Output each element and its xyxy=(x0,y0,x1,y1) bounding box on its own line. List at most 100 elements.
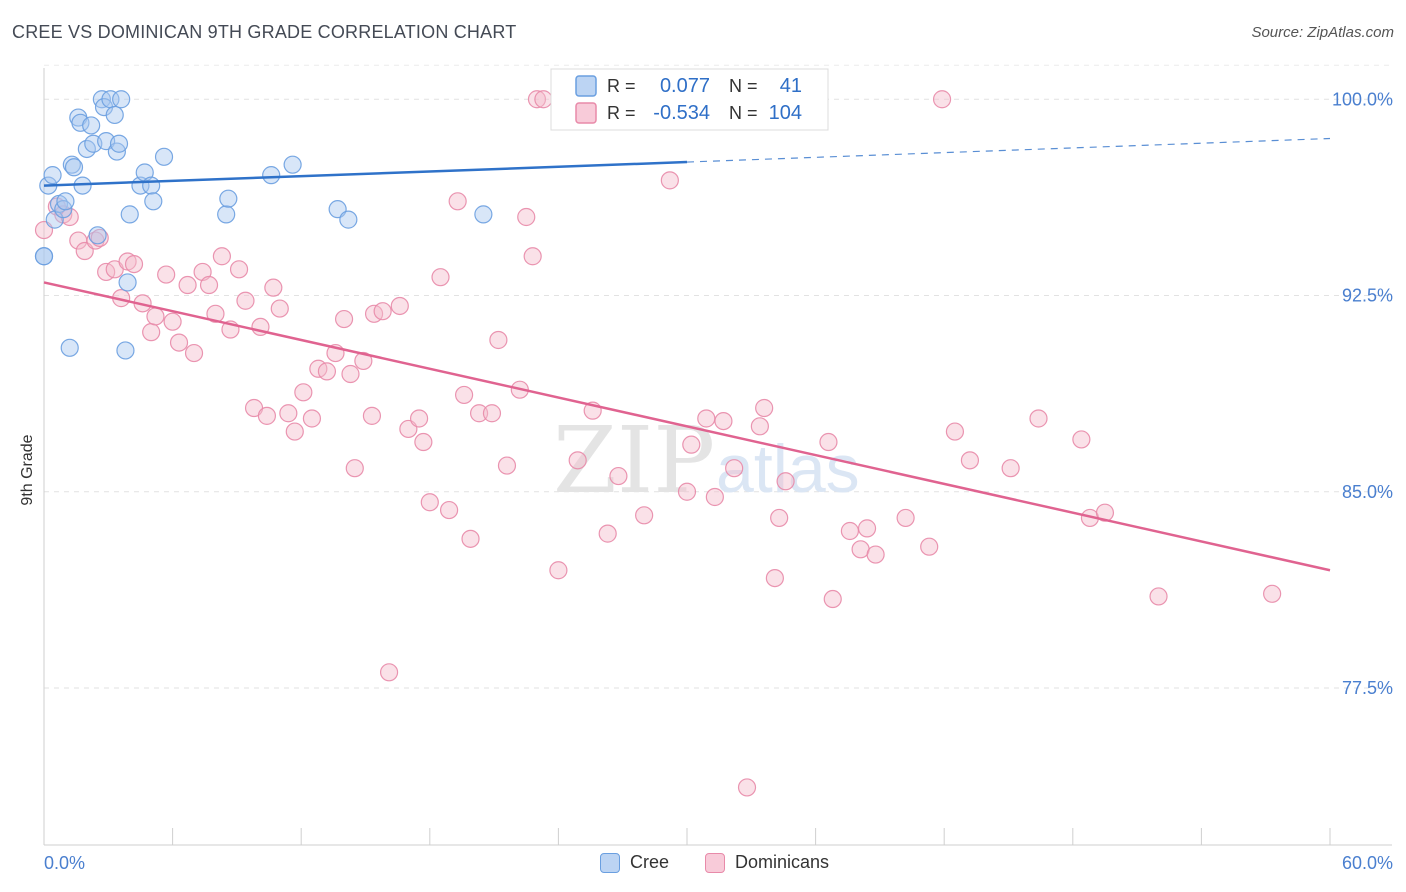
dominicans-point xyxy=(765,568,784,588)
stats-n-value: 104 xyxy=(769,102,802,124)
dominicans-point xyxy=(294,383,313,402)
dominicans-point xyxy=(819,432,838,452)
dominicans-point xyxy=(1263,584,1282,603)
stats-n-label: N = xyxy=(729,103,758,123)
cree-point xyxy=(120,205,139,224)
dominicans-point xyxy=(568,451,587,470)
dominicans-point xyxy=(317,362,337,381)
dominicans-point xyxy=(737,778,757,797)
dominicans-point xyxy=(932,90,952,109)
cree-point xyxy=(64,158,84,177)
dominicans-point xyxy=(770,508,789,528)
cree-point xyxy=(109,134,129,153)
cree-point xyxy=(154,147,174,166)
dominicans-point xyxy=(341,364,360,384)
legend-label-dominicans: Dominicans xyxy=(735,852,830,872)
dominicans-point xyxy=(1149,587,1168,606)
dominicans-point xyxy=(549,561,568,580)
dominicans-point xyxy=(1029,409,1048,428)
y-tick-label: 77.5% xyxy=(1342,678,1393,698)
dominicans-point xyxy=(598,524,617,543)
dominicans-point xyxy=(725,459,744,478)
watermark-zip: ZIP xyxy=(553,407,715,514)
trend-lines xyxy=(43,137,1331,572)
dominicans-point xyxy=(163,312,182,331)
stats-swatch xyxy=(575,75,597,97)
dominicans-point xyxy=(229,260,249,279)
dominicans-point xyxy=(124,255,144,274)
dominicans-point xyxy=(285,422,304,441)
cree-point xyxy=(62,155,81,174)
cree-point xyxy=(82,116,101,135)
dominicans-point xyxy=(354,351,373,371)
dominicans-point xyxy=(169,333,189,352)
source-credit: Source: ZipAtlas.com xyxy=(1251,24,1394,41)
dominicans-point xyxy=(682,435,701,454)
cree-point xyxy=(88,226,107,245)
dominicans-point xyxy=(270,299,289,318)
dominicans-point xyxy=(345,459,364,478)
dominicans-point xyxy=(146,307,165,326)
dominicans-point xyxy=(461,529,480,548)
cree-point xyxy=(105,105,124,125)
dominicans-point xyxy=(379,663,399,682)
dominicans-point xyxy=(184,343,204,363)
dominicans-point xyxy=(920,537,939,556)
cree-point xyxy=(283,155,302,174)
cree-point xyxy=(112,90,131,109)
cree-point xyxy=(142,176,161,195)
dominicans-point xyxy=(439,500,459,520)
dominicans-point xyxy=(178,275,197,295)
stats-swatch xyxy=(575,102,597,124)
dominicans-point xyxy=(90,228,109,248)
dominicans-point xyxy=(960,451,980,470)
cree-point xyxy=(217,205,236,224)
dominicans-point xyxy=(431,268,450,287)
tick-labels: 100.0% 92.5% 85.0% 77.5% 0.0% 60.0% xyxy=(44,89,1393,873)
cree-point xyxy=(60,338,79,357)
legend-item-dominicans[interactable]: Dominicans xyxy=(705,852,829,873)
dominicans-point xyxy=(517,207,536,227)
dominicans-point xyxy=(527,90,547,109)
stats-r-label: R = xyxy=(607,76,636,96)
stats-legend: R = 0.077 N = 41 R = -0.534 N = 104 xyxy=(550,68,829,131)
dominicans-point xyxy=(750,417,769,436)
cree-point xyxy=(118,273,137,292)
stats-r-label: R = xyxy=(607,103,636,123)
dominicans-point xyxy=(866,545,885,564)
legend-item-cree[interactable]: Cree xyxy=(600,852,669,873)
dominicans-point xyxy=(373,302,392,321)
x-tick-label-right: 60.0% xyxy=(1342,853,1393,873)
cree-point xyxy=(34,247,54,266)
dominicans-point xyxy=(635,506,654,525)
cree-point xyxy=(56,192,75,211)
dominicans-point xyxy=(409,409,429,428)
stats-r-value: 0.077 xyxy=(660,75,710,97)
dominicans-points xyxy=(34,90,1282,797)
dominicans-point xyxy=(896,508,915,528)
cree-points xyxy=(34,90,493,360)
dominicans-point xyxy=(1001,459,1020,478)
watermark: ZIP atlas xyxy=(553,407,860,514)
cree-point xyxy=(339,210,358,229)
dominicans-point xyxy=(697,409,716,428)
dominicans-point xyxy=(469,404,489,423)
dominicans-point xyxy=(497,456,517,475)
dominicans-point xyxy=(236,291,255,310)
y-tick-label: 92.5% xyxy=(1342,286,1393,306)
stats-r-value: -0.534 xyxy=(653,102,710,124)
cree-trend-extension xyxy=(686,137,1331,163)
dominicans-point xyxy=(206,304,225,323)
dominicans-trend-line xyxy=(43,281,1331,572)
chart-title: CREE VS DOMINICAN 9TH GRADE CORRELATION … xyxy=(12,22,517,42)
dominicans-point xyxy=(1072,430,1091,449)
dominicans-point xyxy=(454,385,474,405)
cree-point xyxy=(474,205,493,224)
cree-trend-line xyxy=(43,160,688,187)
y-tick-label: 85.0% xyxy=(1342,482,1393,502)
stats-n-value: 41 xyxy=(780,75,802,97)
x-tick-label-left: 0.0% xyxy=(44,853,85,873)
dominicans-swatch xyxy=(705,852,725,873)
dominicans-point xyxy=(448,192,467,211)
